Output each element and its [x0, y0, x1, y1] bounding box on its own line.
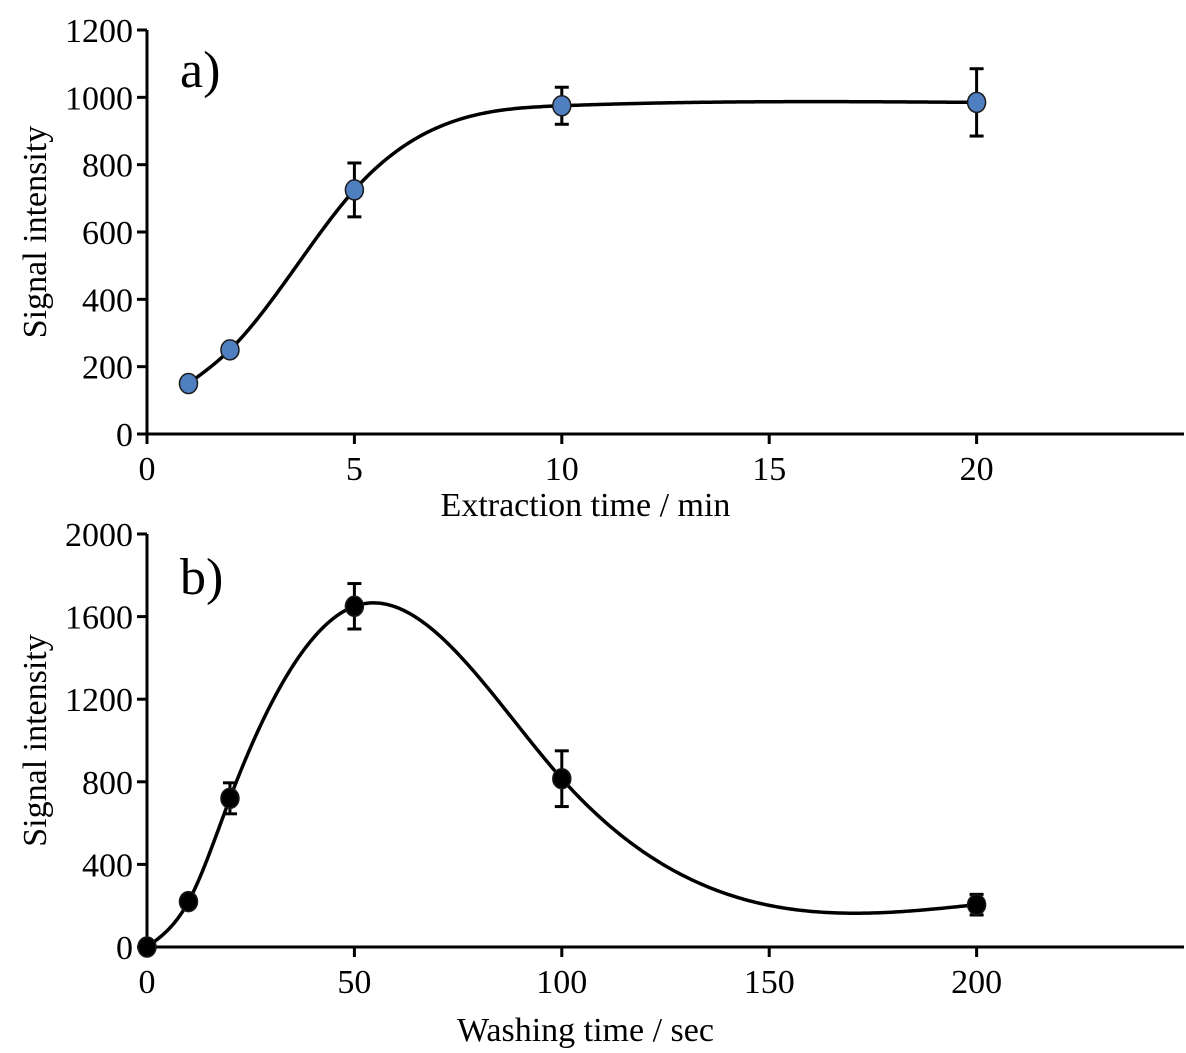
- panel-label: a): [180, 42, 220, 99]
- x-axis-title: Washing time / sec: [457, 1012, 714, 1049]
- y-tick-label: 0: [116, 930, 133, 967]
- y-tick-label: 1000: [65, 80, 133, 117]
- data-point: [966, 893, 987, 916]
- y-tick-label: 0: [116, 417, 133, 454]
- data-point: [966, 91, 987, 114]
- x-tick-label: 0: [139, 451, 156, 488]
- y-tick-label: 1600: [65, 600, 133, 637]
- data-point: [220, 339, 240, 361]
- series-line: [187, 99, 977, 385]
- panel-label: b): [180, 549, 223, 606]
- data-point: [344, 595, 365, 618]
- y-tick-label: 600: [82, 215, 133, 252]
- y-tick-label: 200: [82, 350, 133, 387]
- x-tick-label: 10: [545, 451, 579, 488]
- data-point: [137, 936, 157, 958]
- y-tick-label: 1200: [65, 682, 133, 719]
- x-tick-label: 0: [139, 964, 156, 1001]
- y-tick-label: 1200: [65, 13, 133, 50]
- y-tick-label: 800: [82, 765, 133, 802]
- x-tick-label: 20: [960, 451, 994, 488]
- y-axis-title: Signal intensity: [17, 126, 54, 339]
- data-point: [178, 372, 199, 395]
- y-tick-label: 400: [82, 847, 133, 884]
- x-tick-label: 100: [536, 964, 587, 1001]
- x-tick-label: 5: [346, 451, 363, 488]
- x-tick-label: 200: [951, 964, 1002, 1001]
- data-point: [552, 767, 572, 790]
- y-tick-label: 2000: [65, 517, 133, 554]
- data-point: [552, 95, 572, 117]
- x-tick-label: 150: [744, 964, 795, 1001]
- x-tick-label: 15: [752, 451, 786, 488]
- y-tick-label: 400: [82, 282, 133, 319]
- chart-panel-b: 0 400 800 1200 1600 2000 0 50 100 150 200 Washing t…: [17, 517, 1184, 1049]
- x-tick-label: 50: [337, 964, 371, 1001]
- y-axis-title: Signal intensity: [17, 634, 54, 847]
- y-tick-label: 800: [82, 148, 133, 185]
- data-point: [220, 787, 240, 810]
- data-point: [178, 890, 199, 913]
- data-point: [344, 179, 365, 201]
- chart-panel-a: 0 200 400 600 800 1000 1200 0 5 10 15 20 Extraction …: [17, 13, 1184, 524]
- x-axis-title: Extraction time / min: [441, 487, 731, 524]
